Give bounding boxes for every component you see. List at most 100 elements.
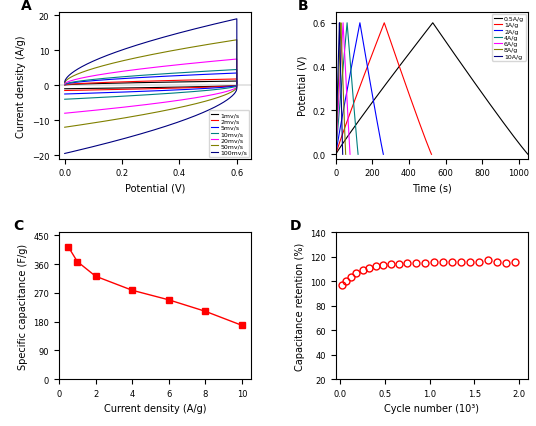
10mv/s (123, 75, 129, 80)
1mv/s (218, 80, 224, 85)
Y-axis label: Potential (V): Potential (V) (297, 56, 307, 116)
2mv/s (150, 79, 157, 84)
1A/g (392, 52, 398, 58)
20mv/s (234, 58, 240, 63)
1mv/s (175, 85, 182, 90)
6A/g (345, 114, 351, 119)
6A/g (332, 153, 339, 158)
Line: 2A/g: 2A/g (336, 24, 383, 155)
20mv/s (218, 59, 224, 64)
1A/g (332, 153, 339, 158)
10mv/s (62, 98, 68, 103)
Line: 5mv/s: 5mv/s (65, 74, 237, 95)
20mv/s (175, 98, 182, 104)
0.5A/g (332, 153, 339, 158)
2mv/s (218, 78, 224, 83)
20mv/s (62, 112, 68, 117)
6A/g (341, 48, 348, 53)
10A/g (339, 130, 345, 135)
10mv/s (175, 91, 182, 96)
6A/g (341, 47, 347, 52)
5mv/s (146, 89, 153, 95)
50mv/s (234, 38, 240, 43)
0.5A/g (448, 48, 455, 53)
Line: 4A/g: 4A/g (336, 24, 358, 155)
1A/g (390, 47, 396, 52)
100mv/s (150, 38, 157, 43)
2mv/s (146, 87, 153, 92)
4A/g (355, 153, 361, 158)
Text: A: A (20, 0, 31, 13)
5mv/s (62, 83, 68, 88)
5mv/s (175, 88, 182, 93)
50mv/s (218, 40, 224, 46)
1mv/s (234, 79, 240, 84)
50mv/s (123, 58, 129, 63)
Line: 1A/g: 1A/g (336, 24, 431, 155)
1A/g (333, 151, 339, 156)
6A/g (340, 21, 346, 26)
0.5A/g (451, 52, 458, 58)
50mv/s (146, 112, 153, 117)
1A/g (428, 153, 435, 158)
Line: 2mv/s: 2mv/s (65, 80, 237, 91)
6A/g (341, 52, 348, 58)
8A/g (341, 130, 348, 135)
8A/g (338, 21, 344, 26)
2mv/s (175, 86, 182, 92)
X-axis label: Time (s): Time (s) (412, 184, 452, 193)
8A/g (343, 153, 349, 158)
2A/g (373, 114, 379, 119)
10A/g (339, 153, 346, 158)
50mv/s (175, 106, 182, 111)
50mv/s (150, 52, 157, 58)
1mv/s (146, 86, 153, 91)
5mv/s (150, 75, 157, 80)
6A/g (347, 153, 353, 158)
0.5A/g (333, 151, 340, 156)
4A/g (352, 114, 358, 119)
50mv/s (203, 99, 209, 104)
X-axis label: Cycle number (10³): Cycle number (10³) (384, 403, 479, 413)
Line: 100mv/s: 100mv/s (65, 20, 237, 154)
4A/g (332, 153, 339, 158)
Line: 8A/g: 8A/g (336, 24, 346, 155)
100mv/s (218, 21, 224, 26)
4A/g (344, 21, 351, 26)
1mv/s (150, 81, 157, 86)
1mv/s (203, 85, 209, 90)
5mv/s (203, 86, 209, 92)
6A/g (332, 151, 339, 156)
1A/g (420, 130, 426, 135)
Legend: 0.5A/g, 1A/g, 2A/g, 4A/g, 6A/g, 8A/g, 10A/g: 0.5A/g, 1A/g, 2A/g, 4A/g, 6A/g, 8A/g, 10… (492, 14, 526, 61)
100mv/s (123, 47, 129, 52)
Text: B: B (297, 0, 308, 13)
5mv/s (218, 72, 224, 77)
2mv/s (234, 77, 240, 82)
Y-axis label: Current density (A/g): Current density (A/g) (16, 35, 26, 137)
X-axis label: Potential (V): Potential (V) (125, 184, 185, 193)
2mv/s (203, 86, 209, 91)
8A/g (339, 47, 345, 52)
2mv/s (62, 89, 68, 94)
1mv/s (62, 87, 68, 92)
1A/g (414, 114, 420, 119)
Line: 20mv/s: 20mv/s (65, 60, 237, 114)
2A/g (380, 153, 386, 158)
100mv/s (146, 130, 153, 135)
2mv/s (62, 83, 68, 88)
10mv/s (218, 69, 224, 74)
0.5A/g (525, 153, 531, 158)
20mv/s (150, 66, 157, 71)
2A/g (356, 21, 363, 26)
Line: 6A/g: 6A/g (336, 24, 350, 155)
2A/g (376, 130, 382, 135)
0.5A/g (495, 114, 502, 119)
10mv/s (203, 89, 209, 94)
8A/g (332, 153, 339, 158)
1A/g (381, 21, 388, 26)
5mv/s (234, 71, 240, 76)
1A/g (390, 48, 397, 53)
5mv/s (62, 92, 68, 97)
10A/g (332, 151, 339, 156)
